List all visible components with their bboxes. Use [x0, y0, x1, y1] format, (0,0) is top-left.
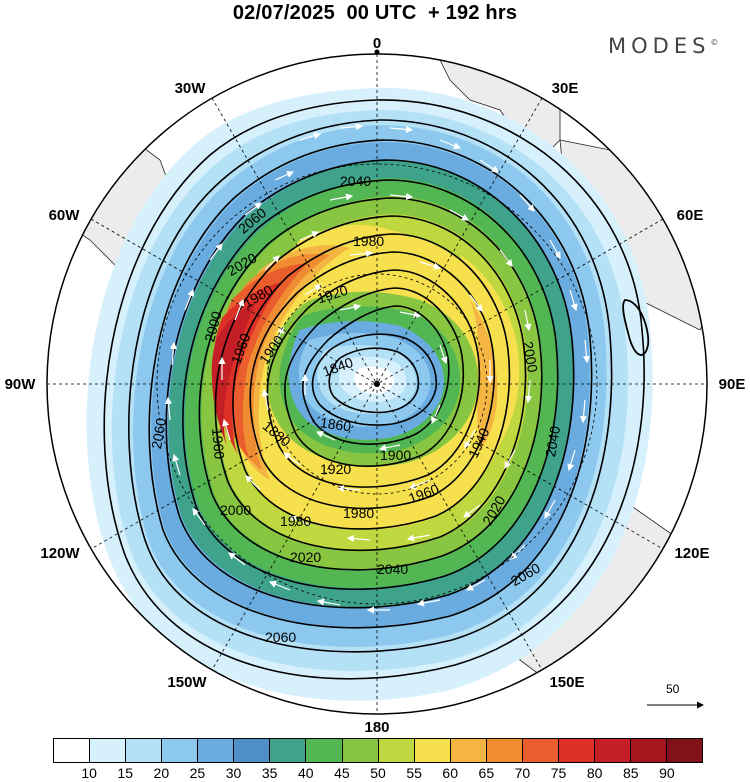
brand-text: MODES	[608, 34, 711, 58]
colorbar-swatch	[667, 739, 703, 762]
lon-label-120w: 120W	[40, 545, 80, 562]
contour-label: 1860	[319, 414, 352, 434]
colorbar-label: 10	[81, 765, 97, 781]
lon-label-60e: 60E	[677, 207, 704, 224]
colorbar-swatch	[234, 739, 271, 762]
colorbar-label: 45	[334, 765, 350, 781]
lon-label-150w: 150W	[167, 674, 207, 691]
colorbar	[53, 738, 703, 763]
colorbar-swatch	[450, 739, 487, 762]
colorbar-swatch	[54, 739, 91, 762]
colorbar-swatch	[631, 739, 668, 762]
contour-label: 2020	[290, 549, 321, 565]
colorbar-label: 20	[153, 765, 170, 781]
colorbar-label: 35	[261, 765, 278, 781]
brand-logo: MODES©	[608, 34, 718, 58]
contour-label: 1980	[343, 505, 374, 521]
contour-label: 1960	[209, 427, 228, 460]
colorbar-label: 50	[370, 765, 386, 781]
map-title: 02/07/2025 00 UTC + 192 hrs	[232, 2, 518, 24]
lon-label-0: 0	[373, 35, 381, 52]
contour-label: 2060	[148, 417, 169, 451]
colorbar-swatch	[90, 739, 127, 762]
colorbar-swatch	[486, 739, 523, 762]
colorbar-swatch	[198, 739, 235, 762]
colorbar-label: 85	[622, 765, 639, 781]
colorbar-label: 75	[550, 765, 567, 781]
contour-label: 2040	[340, 173, 371, 189]
colorbar-label: 55	[406, 765, 422, 781]
colorbar-label: 65	[478, 765, 495, 781]
contour-label: 2000	[520, 340, 541, 374]
contour-label: 1980	[280, 513, 311, 529]
lon-label-30w: 30W	[175, 80, 207, 97]
contour-label: 2040	[542, 425, 563, 459]
colorbar-label: 90	[659, 765, 675, 781]
contour-label: 2060	[265, 629, 296, 645]
contour-label: 1980	[353, 233, 384, 249]
contour-label: 2000	[201, 309, 225, 343]
lon-label-180: 180	[364, 719, 389, 736]
copyright-mark: ©	[710, 38, 719, 47]
lon-label-120e: 120E	[674, 545, 709, 562]
colorbar-swatch	[594, 739, 631, 762]
height-contours	[103, 99, 650, 680]
colorbar-label: 80	[586, 765, 603, 781]
colorbar-swatch	[162, 739, 199, 762]
colorbar-label: 40	[297, 765, 314, 781]
lon-label-60w: 60W	[49, 207, 81, 224]
contour-label: 2040	[377, 561, 408, 577]
reference-vector-label: 50	[666, 682, 680, 696]
colorbar-label: 30	[225, 765, 242, 781]
lon-label-30e: 30E	[552, 80, 579, 97]
colorbar-swatch	[522, 739, 559, 762]
lon-label-90e: 90E	[719, 376, 746, 393]
colorbar-swatch	[270, 739, 307, 762]
contour-label: 1920	[320, 461, 351, 477]
colorbar-label: 25	[189, 765, 206, 781]
colorbar-swatch	[414, 739, 451, 762]
colorbar-swatch	[558, 739, 595, 762]
colorbar-swatch	[306, 739, 343, 762]
lon-label-90w: 90W	[5, 376, 37, 393]
colorbar-swatch	[126, 739, 163, 762]
colorbar-swatch	[342, 739, 379, 762]
colorbar-labels: 10 15 20 25 30 35 40 45 50 55 60 65 70 75 80 85 90	[53, 765, 703, 782]
colorbar-label: 15	[117, 765, 134, 781]
colorbar-label: 70	[514, 765, 531, 781]
wind-vectors	[164, 122, 591, 614]
longitude-labels: 0 30E 60E 90E 120E 150E 180 150W 120W 90…	[5, 35, 746, 736]
colorbar-swatch	[378, 739, 415, 762]
colorbar-label: 60	[442, 765, 459, 781]
pole-marker	[374, 381, 380, 387]
top-pole-dot	[374, 49, 380, 55]
contour-label: 2000	[220, 502, 251, 518]
lon-label-150e: 150E	[549, 674, 584, 691]
contour-label: 1900	[380, 447, 411, 463]
